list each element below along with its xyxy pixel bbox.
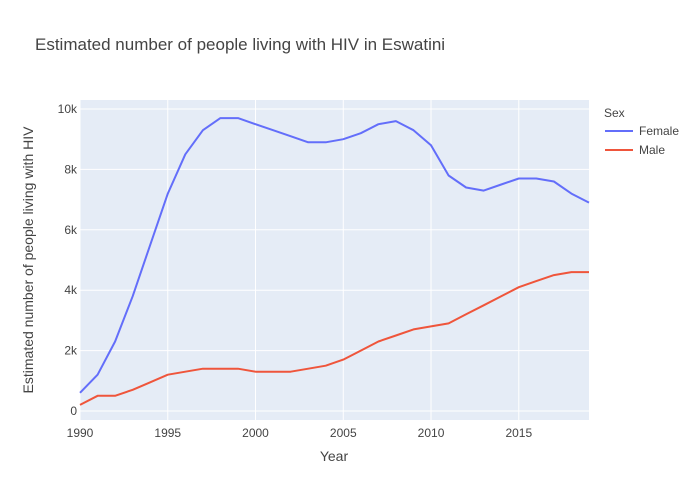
series-lines <box>79 117 590 406</box>
x-tick-label: 1990 <box>67 426 94 440</box>
plot-background <box>80 100 589 420</box>
series-line-male <box>79 271 589 406</box>
x-tick-label: 2010 <box>418 426 445 440</box>
x-axis-ticks: 1990 1995 2000 2005 2010 2015 <box>67 426 533 440</box>
series-line-female <box>79 117 590 394</box>
chart-title: Estimated number of people living with H… <box>35 35 445 54</box>
x-tick-label: 2015 <box>505 426 532 440</box>
y-axis-label: Estimated number of people living with H… <box>20 126 36 394</box>
legend-label-male: Male <box>639 143 665 157</box>
x-axis-label: Year <box>320 448 349 464</box>
gridlines <box>79 100 589 420</box>
y-tick-label: 2k <box>64 344 78 358</box>
y-tick-label: 4k <box>64 283 78 297</box>
x-tick-label: 2000 <box>242 426 269 440</box>
y-axis-ticks: 0 2k 4k 6k 8k 10k <box>58 102 78 418</box>
legend-label-female: Female <box>639 124 679 138</box>
y-tick-label: 0 <box>70 404 77 418</box>
x-tick-label: 2005 <box>330 426 357 440</box>
x-tick-label: 1995 <box>154 426 181 440</box>
y-tick-label: 6k <box>64 223 78 237</box>
y-tick-label: 8k <box>64 162 78 176</box>
y-tick-label: 10k <box>58 102 78 116</box>
legend-items: Female Male <box>605 124 679 157</box>
legend-title: Sex <box>604 106 625 120</box>
legend: Sex Female Male <box>604 106 679 157</box>
